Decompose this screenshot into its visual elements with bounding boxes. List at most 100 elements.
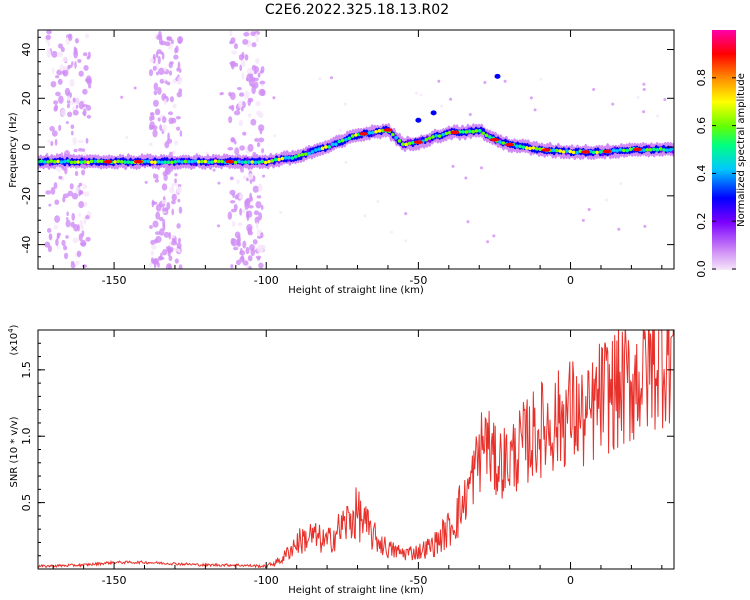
spectrogram-noise-cell — [157, 262, 160, 268]
spectrogram-noise-cell — [58, 95, 64, 104]
spectrogram-noise-cell — [256, 244, 263, 253]
spectrogram-ridge-core — [648, 147, 653, 152]
snr-x-ticks: -150 -100 -50 0 — [52, 330, 663, 587]
spectrogram-noise-cell — [161, 52, 165, 60]
spectrogram-ridge-core — [200, 159, 204, 164]
spectrogram-ridge-core — [628, 147, 633, 152]
spectrogram-noise-cell — [242, 131, 247, 136]
spectrogram-noise-cell — [205, 151, 209, 155]
spectrogram-noise-cell — [587, 207, 591, 211]
spectrogram-ridge-core — [193, 159, 198, 163]
spectrogram-noise-cell — [247, 226, 252, 235]
spectrogram-noise-cell — [663, 98, 667, 102]
spectrogram-ridge-core — [99, 159, 104, 164]
spectrogram-noise-cell — [85, 236, 91, 242]
spectrogram-noise-cell — [468, 112, 472, 116]
spectrogram-noise-cell — [72, 97, 76, 103]
snr-x-axis-label: Height of straight line (km) — [288, 585, 424, 596]
spectrogram-ridge-core — [344, 137, 348, 142]
spectrogram-noise-cell — [66, 103, 70, 109]
spectrogram-noise-cell — [241, 72, 245, 80]
spectrogram-noise-cell — [238, 100, 243, 109]
spectrogram-noise-cell — [74, 38, 79, 44]
spectrogram-ridge-core — [391, 132, 395, 137]
spectrogram-noise-cell — [45, 34, 52, 40]
spectrogram-noise-cell — [78, 182, 83, 187]
spectrogram-ridge-core — [407, 141, 412, 146]
spectrogram-noise-cell — [231, 220, 236, 228]
spectrogram-noise-cell — [244, 201, 249, 211]
spectrogram-noise-cell — [62, 68, 69, 77]
spectrogram-noise-cell — [65, 121, 69, 125]
spectrogram-noise-cell — [163, 231, 170, 238]
spectrogram-noise-cell — [529, 96, 533, 100]
spectrogram-noise-cell — [240, 60, 246, 68]
spectrogram-noise-cell — [88, 84, 92, 89]
snr-y-ticks: 0.5 1.0 1.5 — [20, 342, 674, 557]
spectrogram-ridge-core — [42, 160, 47, 164]
spectrogram-ridge-core — [334, 142, 338, 147]
spectrogram-ridge-core — [471, 129, 475, 134]
spectrogram-noise-cell — [259, 70, 264, 74]
spectrogram-noise-cell — [82, 108, 87, 117]
spectrogram-y-tick-label: 40 — [20, 43, 33, 57]
spectrogram-noise-cell — [171, 182, 174, 191]
spectrogram-x-tick-label: -150 — [102, 274, 127, 287]
spectrogram-noise-cell — [59, 64, 65, 72]
spectrogram-noise-cell — [79, 190, 83, 194]
spectrogram-noise-cell — [160, 252, 163, 259]
spectrogram-ridge-core — [324, 145, 328, 149]
spectrogram-ridge-core — [247, 160, 251, 164]
spectrogram-noise-cell — [149, 225, 153, 229]
spectrogram-noise-cell — [85, 137, 89, 144]
spectrogram-noise-cell — [232, 246, 239, 251]
spectrogram-noise-cell — [46, 49, 52, 58]
spectrogram-peak-cell — [413, 140, 423, 144]
spectrogram-peak-cell — [581, 150, 591, 154]
spectrogram-noise-cell — [47, 227, 52, 233]
spectrogram-ridge-core — [370, 130, 375, 135]
spectrogram-ridge-core — [96, 159, 101, 164]
spectrogram-noise-cell — [611, 102, 615, 106]
spectrogram-noise-cell — [242, 39, 249, 45]
spectrogram-blob — [415, 117, 422, 123]
spectrogram-ridge-core — [578, 149, 583, 154]
spectrogram-noise-cell — [159, 228, 165, 236]
spectrogram-ridge-core — [186, 159, 191, 164]
spectrogram-noise-cell — [54, 215, 61, 223]
spectrogram-noise-cell — [404, 239, 408, 243]
spectrogram-noise-cell — [75, 260, 80, 266]
spectrogram-noise-cell — [56, 51, 63, 57]
spectrogram-noise-cell — [72, 237, 79, 244]
snr-panel: -150 -100 -50 0 0.5 1.0 1.5 Height of straigh… — [7, 324, 675, 596]
spectrogram-noise-cell — [77, 224, 80, 232]
snr-y-tick-label: 1.0 — [20, 427, 33, 445]
spectrogram-noise-cell — [158, 38, 163, 45]
spectrogram-noise-cell — [151, 116, 155, 121]
spectrogram-noise-cell — [167, 249, 171, 257]
spectrogram-ridge-core — [143, 159, 147, 164]
spectrogram-peak-cell — [602, 149, 612, 154]
spectrogram-noise-cell — [251, 42, 257, 48]
spectrogram-ridge-core — [551, 148, 556, 153]
spectrogram-noise-cell — [179, 130, 183, 137]
spectrogram-ridge-core — [591, 150, 596, 155]
spectrogram-y-tick-label: -20 — [20, 187, 33, 205]
spectrogram-ridge-core — [257, 160, 261, 164]
spectrogram-heatmap — [38, 30, 674, 269]
spectrogram-ridge-core — [645, 148, 650, 152]
spectrogram-noise-cell — [168, 231, 172, 240]
spectrogram-ridge-core — [484, 133, 489, 138]
spectrogram-noise-cell — [178, 264, 183, 269]
spectrogram-noise-cell — [157, 117, 161, 122]
spectrogram-noise-cell — [240, 106, 244, 112]
spectrogram-noise-cell — [163, 67, 167, 72]
spectrogram-ridge-core — [474, 129, 479, 133]
spectrogram-noise-cell — [220, 91, 224, 95]
spectrogram-noise-cell — [230, 60, 237, 68]
spectrogram-noise-cell — [86, 55, 90, 60]
spectrogram-noise-cell — [163, 98, 167, 106]
spectrogram-ridge-core — [267, 159, 271, 164]
spectrogram-noise-cell — [78, 233, 83, 242]
spectrogram-ridge-core — [297, 153, 301, 158]
